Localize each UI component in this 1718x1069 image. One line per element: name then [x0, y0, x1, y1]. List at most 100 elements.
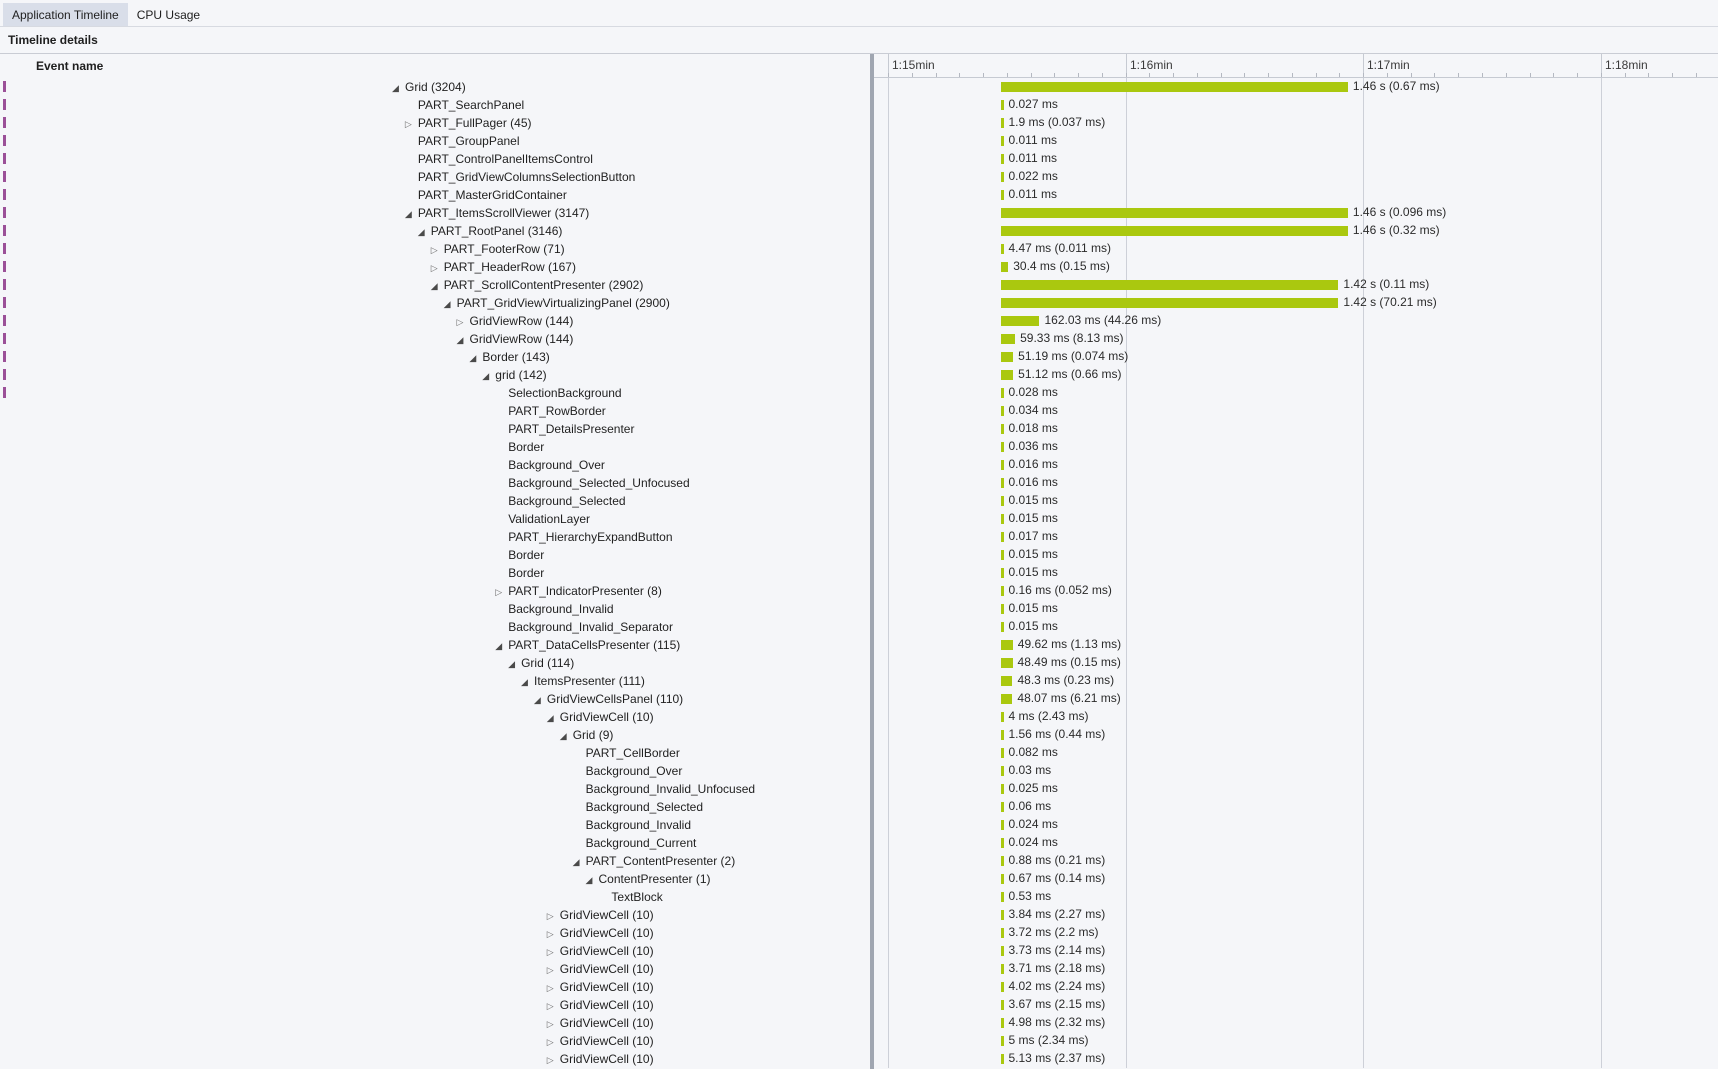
tree-row[interactable]: ◢ ItemsPresenter (111) [0, 672, 870, 690]
duration-bar[interactable] [1001, 694, 1013, 704]
duration-bar[interactable] [1001, 1054, 1004, 1064]
tree-row[interactable]: Background_Selected [0, 798, 870, 816]
tab-cpu-usage[interactable]: CPU Usage [136, 7, 201, 22]
duration-bar[interactable] [1001, 856, 1004, 866]
tree-row[interactable]: TextBlock [0, 888, 870, 906]
tree-row[interactable]: ◢ Grid (9) [0, 726, 870, 744]
collapse-icon[interactable]: ◢ [572, 857, 580, 867]
duration-bar[interactable] [1001, 352, 1014, 362]
tree-row[interactable]: PART_MasterGridContainer [0, 186, 870, 204]
duration-bar[interactable] [1001, 190, 1004, 200]
expand-icon[interactable]: ▷ [404, 119, 412, 129]
duration-bar[interactable] [1001, 82, 1348, 92]
tab-application-timeline[interactable]: Application Timeline [3, 3, 128, 26]
tree-row[interactable]: ◢ PART_ContentPresenter (2) [0, 852, 870, 870]
tree-row[interactable]: ◢ Grid (114) [0, 654, 870, 672]
duration-bar[interactable] [1001, 964, 1004, 974]
tree-row[interactable]: PART_HierarchyExpandButton [0, 528, 870, 546]
duration-bar[interactable] [1001, 514, 1004, 524]
duration-bar[interactable] [1001, 568, 1004, 578]
tree-row[interactable]: Border [0, 546, 870, 564]
tree-row[interactable]: ◢ Border (143) [0, 348, 870, 366]
expand-icon[interactable]: ▷ [546, 965, 554, 975]
duration-bar[interactable] [1001, 280, 1339, 290]
time-ruler[interactable]: 1:15min 1:16min 1:17min 1:18min [874, 54, 1718, 78]
duration-bar[interactable] [1001, 316, 1040, 326]
duration-bar[interactable] [1001, 262, 1009, 272]
duration-bar[interactable] [1001, 334, 1016, 344]
duration-bar[interactable] [1001, 748, 1004, 758]
collapse-icon[interactable]: ◢ [482, 371, 490, 381]
duration-bar[interactable] [1001, 460, 1004, 470]
duration-bar[interactable] [1001, 550, 1004, 560]
duration-bar[interactable] [1001, 154, 1004, 164]
tree-row[interactable]: Background_Selected [0, 492, 870, 510]
duration-bar[interactable] [1001, 586, 1004, 596]
expand-icon[interactable]: ▷ [546, 1001, 554, 1011]
tree-row[interactable]: PART_DetailsPresenter [0, 420, 870, 438]
tree-row[interactable]: ▷ GridViewRow (144) [0, 312, 870, 330]
tree-row[interactable]: ▷ PART_FooterRow (71) [0, 240, 870, 258]
tree-row[interactable]: ▷ PART_HeaderRow (167) [0, 258, 870, 276]
expand-icon[interactable]: ▷ [546, 911, 554, 921]
tree-row[interactable]: ▷ GridViewCell (10) [0, 1014, 870, 1032]
expand-icon[interactable]: ▷ [430, 263, 438, 273]
collapse-icon[interactable]: ◢ [456, 335, 464, 345]
duration-bar[interactable] [1001, 1000, 1004, 1010]
collapse-icon[interactable]: ◢ [417, 227, 425, 237]
duration-bar[interactable] [1001, 928, 1004, 938]
tree-row[interactable]: ▷ PART_IndicatorPresenter (8) [0, 582, 870, 600]
tree-row[interactable]: ◢ PART_GridViewVirtualizingPanel (2900) [0, 294, 870, 312]
duration-bar[interactable] [1001, 766, 1004, 776]
duration-bar[interactable] [1001, 820, 1004, 830]
duration-bar[interactable] [1001, 442, 1004, 452]
collapse-icon[interactable]: ◢ [495, 641, 503, 651]
duration-bar[interactable] [1001, 1036, 1004, 1046]
collapse-icon[interactable]: ◢ [443, 299, 451, 309]
tree-row[interactable]: ▷ GridViewCell (10) [0, 924, 870, 942]
tree-row[interactable]: PART_GroupPanel [0, 132, 870, 150]
expand-icon[interactable]: ▷ [456, 317, 464, 327]
tree-row[interactable]: ▷ GridViewCell (10) [0, 1050, 870, 1068]
tree-row[interactable]: Background_Invalid_Separator [0, 618, 870, 636]
duration-bar[interactable] [1001, 784, 1004, 794]
duration-bar[interactable] [1001, 136, 1004, 146]
tree-row[interactable]: Background_Invalid [0, 600, 870, 618]
duration-bar[interactable] [1001, 802, 1004, 812]
tree-row[interactable]: Background_Over [0, 456, 870, 474]
tree-row[interactable]: Background_Selected_Unfocused [0, 474, 870, 492]
tree-row[interactable]: PART_ControlPanelItemsControl [0, 150, 870, 168]
duration-bar[interactable] [1001, 838, 1004, 848]
duration-bar[interactable] [1001, 982, 1004, 992]
duration-bar[interactable] [1001, 1018, 1004, 1028]
tree-row[interactable]: ◢ PART_ItemsScrollViewer (3147) [0, 204, 870, 222]
collapse-icon[interactable]: ◢ [585, 875, 593, 885]
tree-row[interactable]: PART_RowBorder [0, 402, 870, 420]
tree-row[interactable]: Background_Invalid_Unfocused [0, 780, 870, 798]
duration-bar[interactable] [1001, 622, 1004, 632]
tree-row[interactable]: Background_Invalid [0, 816, 870, 834]
duration-bar[interactable] [1001, 496, 1004, 506]
duration-bar[interactable] [1001, 226, 1348, 236]
event-name-column-header[interactable]: Event name [36, 59, 104, 73]
tree-row[interactable]: ▷ GridViewCell (10) [0, 942, 870, 960]
duration-bar[interactable] [1001, 298, 1339, 308]
tree-row[interactable]: PART_CellBorder [0, 744, 870, 762]
tree-row[interactable]: ◢ PART_DataCellsPresenter (115) [0, 636, 870, 654]
collapse-icon[interactable]: ◢ [521, 677, 528, 687]
duration-bar[interactable] [1001, 118, 1004, 128]
collapse-icon[interactable]: ◢ [392, 83, 399, 93]
duration-bar[interactable] [1001, 424, 1004, 434]
tree-row[interactable]: ◢ GridViewCell (10) [0, 708, 870, 726]
expand-icon[interactable]: ▷ [546, 929, 554, 939]
tree-row[interactable]: ◢ Grid (3204) [0, 78, 870, 96]
tree-row[interactable]: ValidationLayer [0, 510, 870, 528]
tree-row[interactable]: ▷ GridViewCell (10) [0, 1032, 870, 1050]
duration-bar[interactable] [1001, 874, 1004, 884]
tree-row[interactable]: SelectionBackground [0, 384, 870, 402]
tree-row[interactable]: ▷ GridViewCell (10) [0, 906, 870, 924]
tree-row[interactable]: Border [0, 564, 870, 582]
tree-row[interactable]: PART_SearchPanel [0, 96, 870, 114]
expand-icon[interactable]: ▷ [546, 983, 554, 993]
tree-row[interactable]: ▷ GridViewCell (10) [0, 996, 870, 1014]
